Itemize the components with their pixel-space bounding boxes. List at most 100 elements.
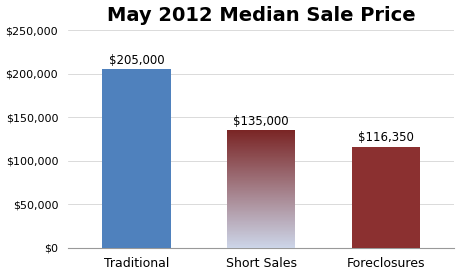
Bar bbox=[226, 168, 295, 169]
Bar bbox=[226, 247, 295, 248]
Bar bbox=[226, 163, 295, 164]
Bar bbox=[226, 240, 295, 241]
Bar bbox=[226, 230, 295, 231]
Bar bbox=[226, 234, 295, 235]
Bar bbox=[226, 175, 295, 176]
Bar bbox=[226, 204, 295, 205]
Bar bbox=[226, 200, 295, 201]
Bar bbox=[226, 195, 295, 196]
Bar bbox=[226, 241, 295, 242]
Bar bbox=[226, 134, 295, 135]
Bar bbox=[226, 138, 295, 139]
Bar bbox=[226, 228, 295, 229]
Bar bbox=[226, 181, 295, 182]
Bar bbox=[226, 215, 295, 216]
Bar bbox=[226, 160, 295, 161]
Bar bbox=[226, 158, 295, 159]
Text: $135,000: $135,000 bbox=[233, 115, 288, 128]
Bar bbox=[226, 223, 295, 224]
Bar bbox=[226, 192, 295, 193]
Bar bbox=[226, 133, 295, 134]
Bar bbox=[226, 244, 295, 245]
Bar bbox=[226, 202, 295, 203]
Bar bbox=[226, 225, 295, 226]
Bar bbox=[226, 226, 295, 227]
Bar bbox=[226, 186, 295, 187]
Bar bbox=[226, 236, 295, 237]
Bar bbox=[226, 167, 295, 168]
Bar bbox=[226, 216, 295, 217]
Bar bbox=[226, 246, 295, 247]
Bar bbox=[226, 166, 295, 167]
Bar bbox=[226, 179, 295, 180]
Bar bbox=[226, 180, 295, 181]
Bar bbox=[226, 140, 295, 141]
Bar bbox=[226, 142, 295, 143]
Bar bbox=[226, 176, 295, 177]
Bar bbox=[226, 137, 295, 138]
Bar bbox=[226, 212, 295, 213]
Bar bbox=[226, 159, 295, 160]
Bar bbox=[226, 174, 295, 175]
Bar bbox=[226, 213, 295, 214]
Bar bbox=[226, 183, 295, 184]
Bar bbox=[226, 214, 295, 215]
Text: $205,000: $205,000 bbox=[108, 54, 164, 67]
Bar bbox=[226, 201, 295, 202]
Bar bbox=[226, 157, 295, 158]
Bar bbox=[226, 221, 295, 222]
Bar bbox=[226, 198, 295, 199]
Bar bbox=[226, 156, 295, 157]
Bar bbox=[226, 218, 295, 219]
Bar bbox=[226, 148, 295, 149]
Bar bbox=[226, 210, 295, 211]
Bar bbox=[226, 136, 295, 137]
Bar bbox=[226, 150, 295, 151]
Bar bbox=[226, 161, 295, 162]
Bar bbox=[226, 194, 295, 195]
Bar bbox=[226, 227, 295, 228]
Bar bbox=[226, 187, 295, 188]
Title: May 2012 Median Sale Price: May 2012 Median Sale Price bbox=[106, 6, 414, 25]
Bar bbox=[226, 184, 295, 185]
Bar bbox=[226, 144, 295, 145]
Bar bbox=[226, 132, 295, 133]
Bar bbox=[226, 188, 295, 189]
Bar bbox=[226, 197, 295, 198]
Bar bbox=[226, 224, 295, 225]
Bar bbox=[351, 147, 419, 248]
Bar bbox=[226, 146, 295, 147]
Bar bbox=[226, 173, 295, 174]
Bar bbox=[226, 178, 295, 179]
Bar bbox=[226, 243, 295, 244]
Bar bbox=[226, 171, 295, 172]
Bar bbox=[226, 135, 295, 136]
Bar bbox=[226, 211, 295, 212]
Bar bbox=[226, 203, 295, 204]
Bar bbox=[226, 170, 295, 171]
Bar bbox=[226, 154, 295, 155]
Bar bbox=[226, 208, 295, 209]
Bar bbox=[226, 209, 295, 210]
Bar bbox=[226, 219, 295, 220]
Bar bbox=[226, 220, 295, 221]
Bar bbox=[226, 199, 295, 200]
Bar bbox=[226, 147, 295, 148]
Bar bbox=[226, 237, 295, 238]
Bar bbox=[226, 235, 295, 236]
Bar bbox=[226, 165, 295, 166]
Bar bbox=[226, 229, 295, 230]
Bar bbox=[226, 131, 295, 132]
Bar bbox=[226, 222, 295, 223]
Bar bbox=[226, 143, 295, 144]
Bar bbox=[226, 139, 295, 140]
Bar bbox=[226, 145, 295, 146]
Bar bbox=[226, 172, 295, 173]
Bar bbox=[102, 70, 170, 248]
Bar bbox=[226, 189, 295, 190]
Bar bbox=[226, 185, 295, 186]
Bar bbox=[226, 239, 295, 240]
Bar bbox=[226, 130, 295, 131]
Bar bbox=[226, 190, 295, 191]
Bar bbox=[226, 205, 295, 206]
